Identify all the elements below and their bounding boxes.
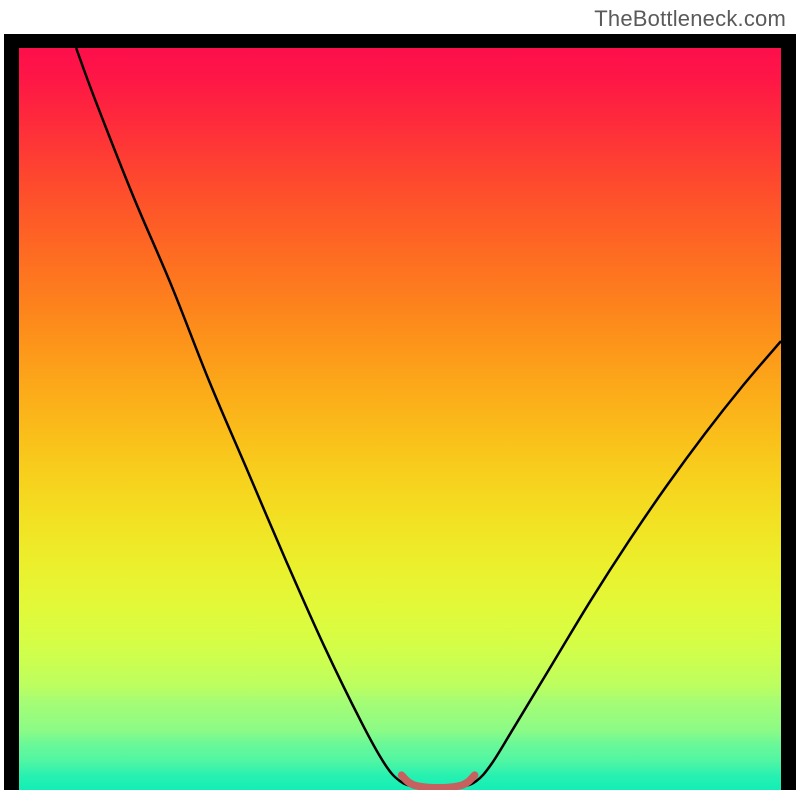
chart-background: [19, 48, 781, 790]
bottleneck-chart: [19, 48, 781, 790]
watermark-text: TheBottleneck.com: [594, 6, 786, 32]
